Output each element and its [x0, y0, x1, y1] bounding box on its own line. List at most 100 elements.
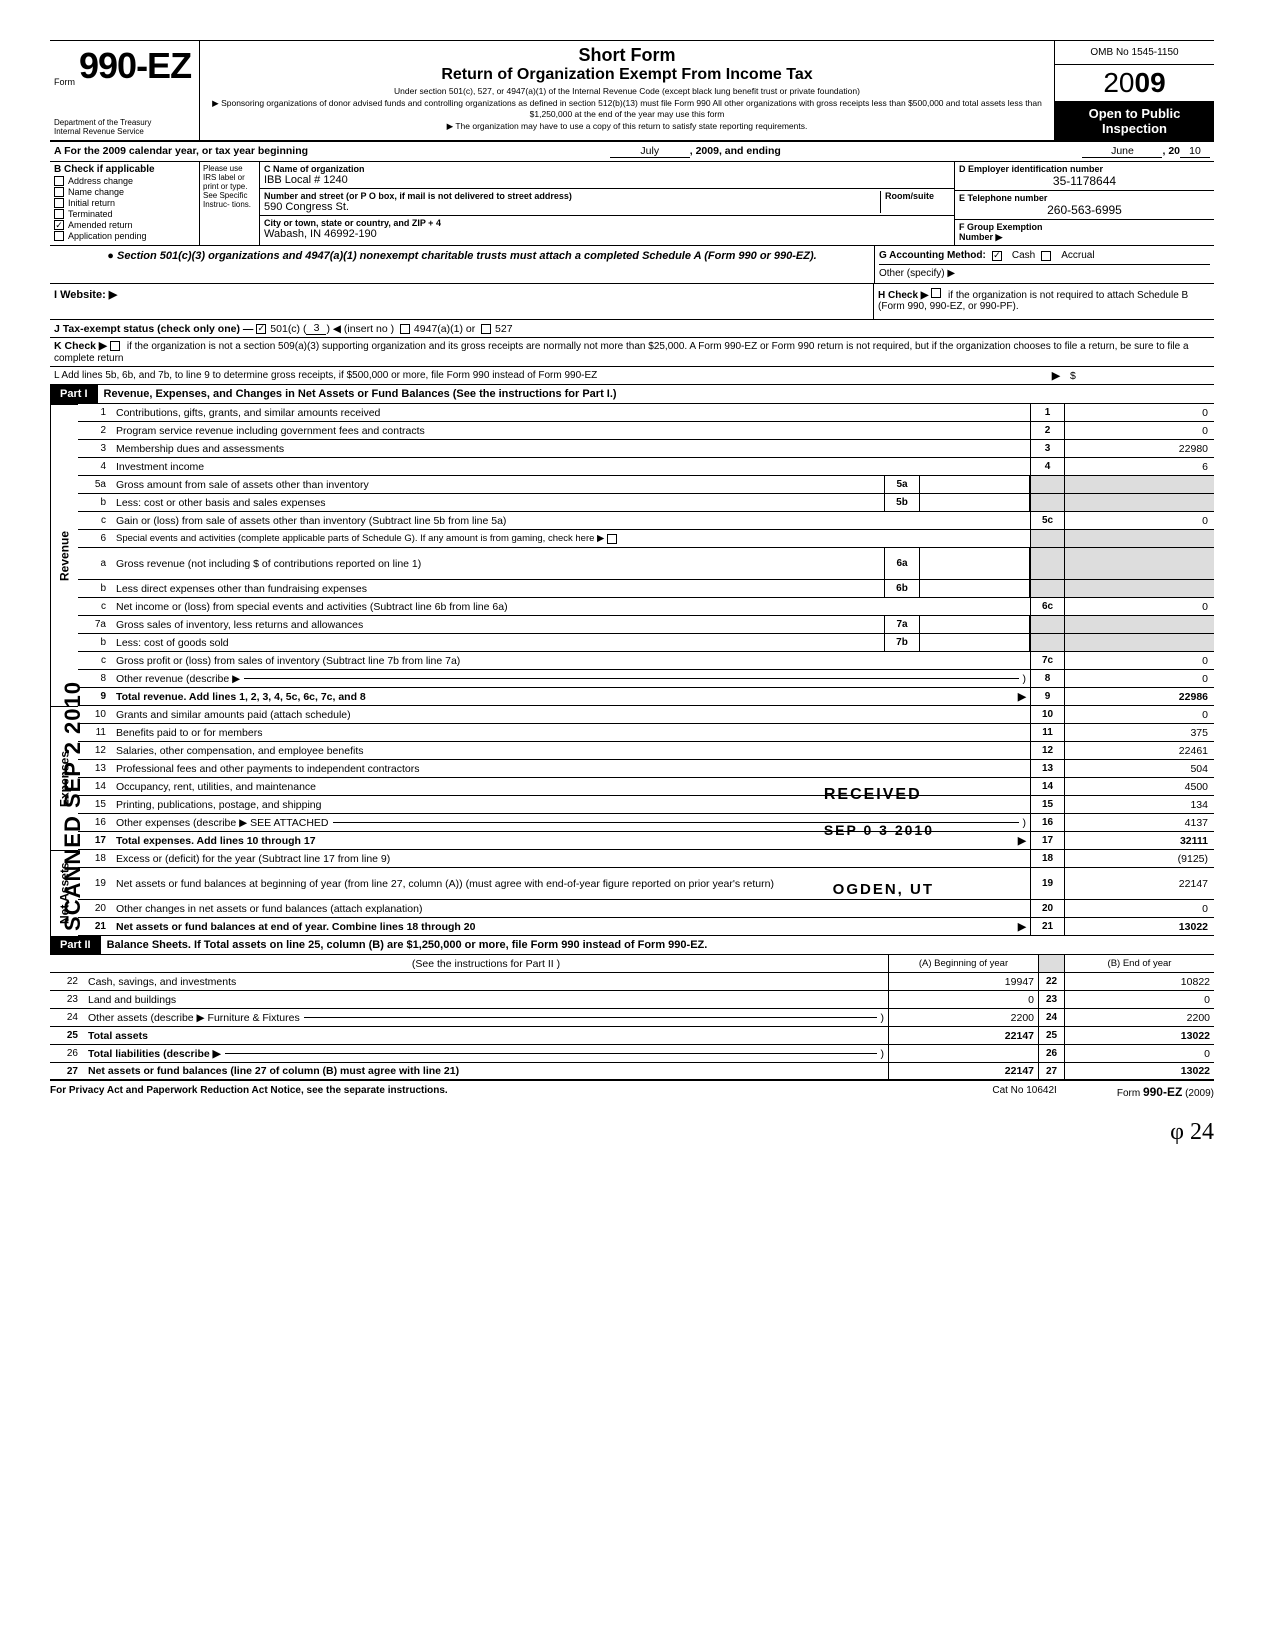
col-right: D Employer identification number 35-1178… [954, 162, 1214, 245]
row-14-ln: 14 [1030, 778, 1064, 795]
k-label: K Check ▶ [54, 340, 107, 352]
row-21-ln: 21 [1030, 918, 1064, 935]
row-15-ln: 15 [1030, 796, 1064, 813]
stamp-date: SEP 0 3 2010 [824, 822, 934, 838]
row-2-ln: 2 [1030, 422, 1064, 439]
row-7b-shv [1064, 634, 1214, 651]
cb-h[interactable] [931, 288, 941, 298]
row-7a-n: 7a [78, 616, 112, 633]
footer: For Privacy Act and Paperwork Reduction … [50, 1081, 1214, 1099]
row-17-ln: 17 [1030, 832, 1064, 849]
section-bcdef: B Check if applicable Address change Nam… [50, 162, 1214, 246]
bs-23-a: 0 [888, 991, 1038, 1008]
row-6-shv [1064, 530, 1214, 547]
b-heading: B Check if applicable [54, 164, 195, 175]
cb-name[interactable] [54, 187, 64, 197]
row-7c-n: c [78, 652, 112, 669]
i-website: I Website: ▶ [54, 288, 869, 301]
part1-tab: Part I [50, 385, 98, 403]
cb-cash[interactable]: ✓ [992, 251, 1002, 261]
form-prefix: Form [54, 77, 75, 87]
row-21-d: Net assets or fund balances at end of ye… [116, 921, 475, 933]
row-3-n: 3 [78, 440, 112, 457]
cb-k[interactable] [110, 341, 120, 351]
cb-accrual[interactable] [1041, 251, 1051, 261]
row-4-ln: 4 [1030, 458, 1064, 475]
row-9-v: 22986 [1064, 688, 1214, 705]
row-5c-n: c [78, 512, 112, 529]
row-7a-mv [920, 616, 1030, 633]
j-label: J Tax-exempt status (check only one) — [54, 323, 253, 335]
part2-tab: Part II [50, 936, 101, 954]
row-19-v: 22147 [1064, 868, 1214, 899]
year-suffix: 09 [1135, 67, 1166, 98]
row-11-d: Benefits paid to or for members [112, 724, 1030, 741]
bs-22-a: 19947 [888, 973, 1038, 990]
row-6a-shv [1064, 548, 1214, 579]
cb-gaming[interactable] [607, 534, 617, 544]
row-7a-d: Gross sales of inventory, less returns a… [112, 616, 884, 633]
row-3-v: 22980 [1064, 440, 1214, 457]
k-text: if the organization is not a section 509… [54, 341, 1189, 364]
row-20-v: 0 [1064, 900, 1214, 917]
bs-26-d: Total liabilities (describe ▶ [88, 1048, 221, 1060]
row-7b-n: b [78, 634, 112, 651]
cb-address[interactable] [54, 176, 64, 186]
bs-h-n [50, 955, 84, 972]
row-7b-d: Less: cost of goods sold [112, 634, 884, 651]
open-public: Open to Public Inspection [1055, 102, 1214, 140]
bs-22-d: Cash, savings, and investments [84, 973, 888, 990]
bs-colB: (B) End of year [1064, 955, 1214, 972]
f-group-label2: Number ▶ [959, 232, 1210, 243]
netassets-label: Net Assets [50, 850, 78, 936]
bs-27-n: 27 [50, 1063, 84, 1079]
row-7c-v: 0 [1064, 652, 1214, 669]
row-7c-ln: 7c [1030, 652, 1064, 669]
g-cash: Cash [1012, 250, 1035, 261]
dept-2: Internal Revenue Service [54, 127, 195, 136]
handwritten-note: φ 24 [50, 1119, 1214, 1146]
bs-26-t: ) [881, 1048, 885, 1060]
row-6b-mv [920, 580, 1030, 597]
row-8-t: ) [1023, 673, 1027, 685]
bs-colA: (A) Beginning of year [888, 955, 1038, 972]
row-6b-n: b [78, 580, 112, 597]
row-a-label: A For the 2009 calendar year, or tax yea… [54, 145, 308, 158]
cb-501c[interactable]: ✓ [256, 324, 266, 334]
row-5b-sh [1030, 494, 1064, 511]
b-3: Terminated [68, 209, 113, 219]
row-15-v: 134 [1064, 796, 1214, 813]
cb-terminated[interactable] [54, 209, 64, 219]
sponsor-text: ▶ Sponsoring organizations of donor advi… [208, 98, 1046, 119]
cb-4947[interactable] [400, 324, 410, 334]
row-16-d: Other expenses (describe ▶ SEE ATTACHED [116, 817, 329, 829]
row-6a-n: a [78, 548, 112, 579]
bs-25-b: 13022 [1064, 1027, 1214, 1044]
row-9-d: Total revenue. Add lines 1, 2, 3, 4, 5c,… [116, 691, 366, 703]
tax-year: 2009 [1055, 65, 1214, 102]
title: Short Form [208, 45, 1046, 66]
cb-pending[interactable] [54, 231, 64, 241]
row-6-n: 6 [78, 530, 112, 547]
b-4: Amended return [68, 220, 133, 230]
bs-26-n: 26 [50, 1045, 84, 1062]
cb-amended[interactable]: ✓ [54, 220, 64, 230]
row-l: L Add lines 5b, 6b, and 7b, to line 9 to… [50, 367, 1214, 385]
l-arrow: ▶ [1052, 370, 1060, 382]
row-2-v: 0 [1064, 422, 1214, 439]
row-6-sh [1030, 530, 1064, 547]
cb-initial[interactable] [54, 198, 64, 208]
row-16-v: 4137 [1064, 814, 1214, 831]
g-label: G Accounting Method: [879, 250, 986, 261]
row-7a-shv [1064, 616, 1214, 633]
j-501b: ) ◀ (insert no ) [326, 323, 394, 335]
form-header: Form 990-EZ Department of the Treasury I… [50, 41, 1214, 142]
bs-25-d: Total assets [84, 1027, 888, 1044]
row-7a-mn: 7a [884, 616, 920, 633]
row-2-d: Program service revenue including govern… [112, 422, 1030, 439]
bullet-g-row: ● Section 501(c)(3) organizations and 49… [50, 246, 1214, 284]
row-3-ln: 3 [1030, 440, 1064, 457]
row-6b-shv [1064, 580, 1214, 597]
cb-527[interactable] [481, 324, 491, 334]
row-5c-ln: 5c [1030, 512, 1064, 529]
